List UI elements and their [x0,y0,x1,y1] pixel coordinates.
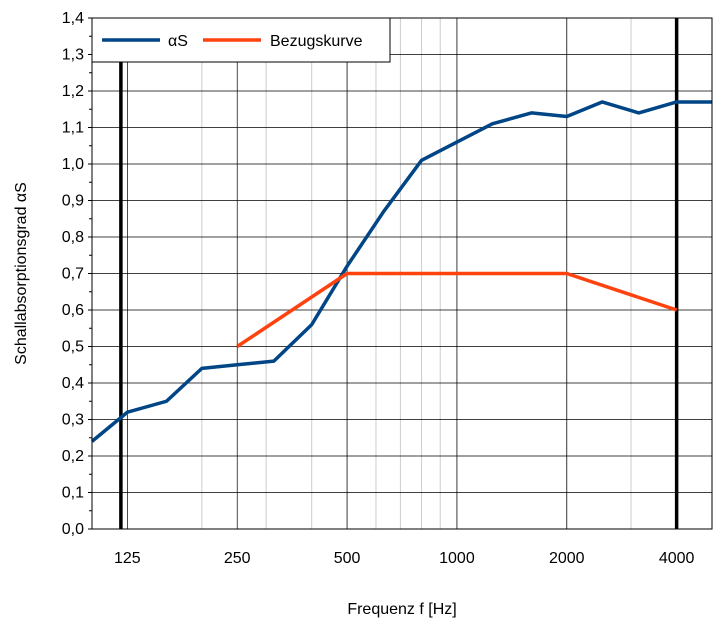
y-tick-label: 0,0 [62,521,84,538]
series-line-bezugskurve [236,271,678,348]
y-tick-label: 1,2 [62,83,84,100]
y-tick-label: 0,7 [62,266,84,283]
y-tick-label: 0,5 [62,339,84,356]
y-tick-label: 0,2 [62,448,84,465]
y-axis-title: Schallabsorptionsgrad αS [13,182,30,365]
legend: αS Bezugskurve [91,17,391,63]
y-tick-label: 0,6 [62,302,84,319]
x-tick-labels: 125 250 500 1000 2000 4000 [114,550,695,567]
x-tick-label: 500 [334,550,361,567]
x-tick-label: 1000 [439,550,475,567]
y-tick-label: 0,8 [62,229,84,246]
y-tick-label: 1,1 [62,120,84,137]
y-axis-ticks [88,17,92,530]
y-tick-label: 0,1 [62,485,84,502]
y-tick-label: 0,4 [62,375,84,392]
y-tick-label: 0,3 [62,412,84,429]
y-tick-label: 1,4 [62,10,84,27]
y-tick-label: 1,0 [62,156,84,173]
x-tick-label: 4000 [659,550,695,567]
legend-label-alpha-s: αS [168,33,188,50]
x-tick-label: 250 [224,550,251,567]
series-lines [90,100,712,443]
legend-label-bezugskurve: Bezugskurve [270,33,363,50]
plot-frame [91,17,713,530]
x-axis-title: Frequenz f [Hz] [347,601,456,618]
y-tick-label: 0,9 [62,193,84,210]
x-tick-label: 125 [114,550,141,567]
y-tick-label: 1,3 [62,47,84,64]
y-tick-labels: 0,0 0,1 0,2 0,3 0,4 0,5 0,6 0,7 0,8 0,9 1,0 1,1 1,2 1… [62,10,84,538]
series-line-alpha-s [90,100,712,443]
x-tick-label: 2000 [549,550,585,567]
